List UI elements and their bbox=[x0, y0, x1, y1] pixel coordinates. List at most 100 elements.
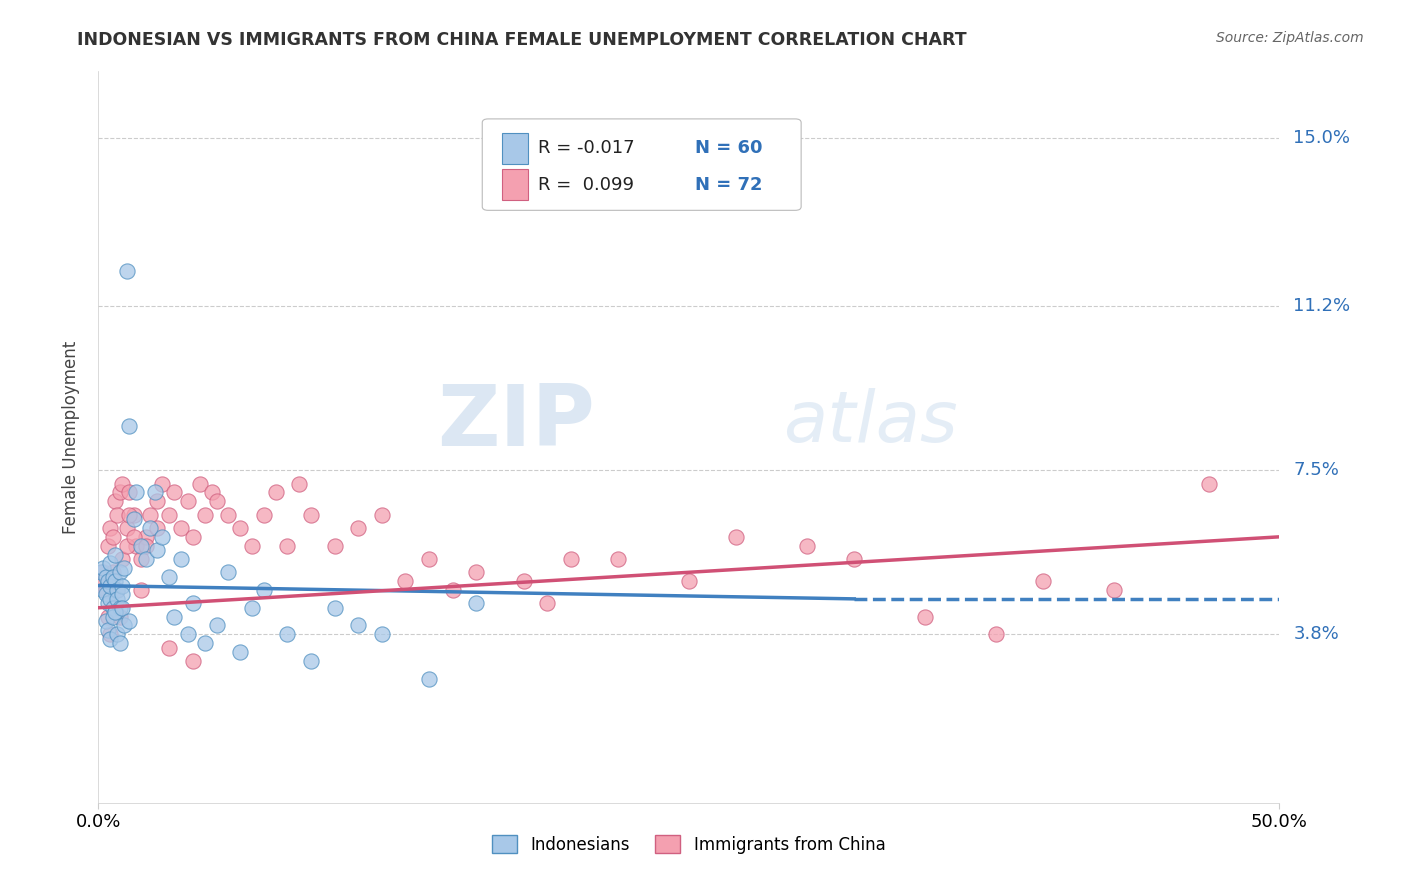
Point bbox=[91, 582, 114, 597]
Point bbox=[135, 539, 157, 553]
Point bbox=[188, 476, 211, 491]
Text: R =  0.099: R = 0.099 bbox=[537, 176, 634, 194]
Point bbox=[240, 600, 263, 615]
Point bbox=[139, 508, 162, 522]
Point bbox=[91, 566, 114, 580]
Point bbox=[105, 627, 128, 641]
Point bbox=[135, 530, 157, 544]
Point bbox=[347, 521, 370, 535]
Point bbox=[441, 582, 464, 597]
Point bbox=[177, 494, 200, 508]
Point bbox=[146, 543, 169, 558]
Point bbox=[240, 539, 263, 553]
Point bbox=[299, 508, 322, 522]
Text: INDONESIAN VS IMMIGRANTS FROM CHINA FEMALE UNEMPLOYMENT CORRELATION CHART: INDONESIAN VS IMMIGRANTS FROM CHINA FEMA… bbox=[77, 31, 967, 49]
Point bbox=[94, 582, 117, 597]
Point bbox=[90, 574, 112, 589]
Point bbox=[288, 476, 311, 491]
Point bbox=[98, 557, 121, 571]
Point bbox=[98, 521, 121, 535]
Point bbox=[143, 485, 166, 500]
Point bbox=[112, 561, 135, 575]
Point bbox=[122, 512, 145, 526]
Point bbox=[118, 485, 141, 500]
Point bbox=[115, 521, 138, 535]
Point bbox=[299, 654, 322, 668]
Point bbox=[150, 530, 173, 544]
Point bbox=[418, 552, 440, 566]
Point bbox=[101, 530, 124, 544]
Point bbox=[111, 587, 134, 601]
Text: ZIP: ZIP bbox=[437, 381, 595, 464]
Point bbox=[105, 508, 128, 522]
Point bbox=[607, 552, 630, 566]
Point bbox=[97, 539, 120, 553]
Point bbox=[122, 530, 145, 544]
Point bbox=[163, 485, 186, 500]
Point bbox=[122, 508, 145, 522]
Text: atlas: atlas bbox=[783, 388, 957, 457]
Point bbox=[111, 476, 134, 491]
Point bbox=[984, 627, 1007, 641]
Point bbox=[217, 566, 239, 580]
Point bbox=[112, 618, 135, 632]
Point bbox=[201, 485, 224, 500]
Point bbox=[94, 582, 117, 597]
Point bbox=[104, 600, 127, 615]
Point bbox=[371, 508, 394, 522]
Point bbox=[418, 672, 440, 686]
Point bbox=[181, 596, 204, 610]
Point bbox=[118, 508, 141, 522]
Point bbox=[512, 574, 534, 589]
Point bbox=[139, 521, 162, 535]
Point bbox=[104, 494, 127, 508]
Legend: Indonesians, Immigrants from China: Indonesians, Immigrants from China bbox=[486, 829, 891, 860]
Point bbox=[253, 508, 276, 522]
FancyBboxPatch shape bbox=[502, 133, 529, 163]
Point bbox=[229, 521, 252, 535]
Point bbox=[157, 640, 180, 655]
Point bbox=[115, 539, 138, 553]
Point bbox=[205, 618, 228, 632]
Point bbox=[135, 552, 157, 566]
Point bbox=[181, 530, 204, 544]
Text: 15.0%: 15.0% bbox=[1294, 128, 1350, 147]
Point bbox=[98, 591, 121, 606]
Point bbox=[170, 552, 193, 566]
Point bbox=[105, 591, 128, 606]
Point bbox=[1198, 476, 1220, 491]
Point bbox=[796, 539, 818, 553]
Point bbox=[371, 627, 394, 641]
Point bbox=[163, 609, 186, 624]
Point bbox=[111, 578, 134, 592]
Point bbox=[914, 609, 936, 624]
Point bbox=[678, 574, 700, 589]
Text: 11.2%: 11.2% bbox=[1294, 297, 1351, 315]
Point bbox=[129, 552, 152, 566]
Point bbox=[125, 485, 148, 500]
Text: Source: ZipAtlas.com: Source: ZipAtlas.com bbox=[1216, 31, 1364, 45]
Point bbox=[465, 566, 488, 580]
Point bbox=[1032, 574, 1054, 589]
Point bbox=[97, 596, 120, 610]
Point bbox=[94, 570, 117, 584]
Point bbox=[115, 264, 138, 278]
Point bbox=[101, 570, 124, 584]
Point bbox=[264, 485, 287, 500]
Point bbox=[97, 623, 120, 637]
Point bbox=[150, 476, 173, 491]
Point bbox=[108, 636, 131, 650]
Point bbox=[157, 508, 180, 522]
Point bbox=[108, 609, 131, 624]
Point bbox=[105, 582, 128, 597]
Point bbox=[90, 566, 112, 580]
FancyBboxPatch shape bbox=[502, 169, 529, 200]
Point bbox=[844, 552, 866, 566]
Point bbox=[101, 609, 124, 624]
Text: 7.5%: 7.5% bbox=[1294, 461, 1340, 479]
Point bbox=[94, 587, 117, 601]
Point bbox=[125, 539, 148, 553]
Point bbox=[177, 627, 200, 641]
FancyBboxPatch shape bbox=[482, 119, 801, 211]
Point bbox=[217, 508, 239, 522]
